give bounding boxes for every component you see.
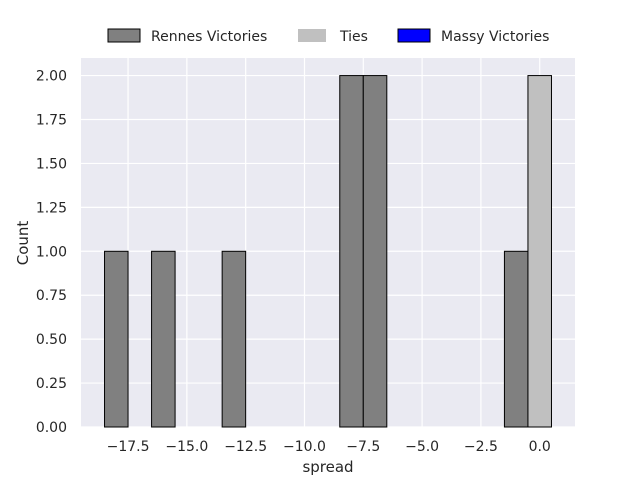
x-tick-label: −5.0 [405, 439, 439, 455]
histogram-bar [104, 250, 129, 428]
x-tick-label: −7.5 [346, 439, 380, 455]
histogram-bar [151, 250, 176, 428]
legend-swatch-ties [298, 29, 326, 42]
legend-label-rennes-victories: Rennes Victories [151, 29, 267, 45]
x-tick-label: −12.5 [224, 439, 267, 455]
x-tick-labels: −17.5 −15.0 −12.5 −10.0 −7.5 −5.0 −2.5 0.0 [107, 439, 551, 455]
y-tick-label: 1.25 [36, 200, 67, 216]
y-tick-label: 0.50 [36, 332, 67, 348]
y-tick-label: 0.00 [36, 420, 67, 436]
x-tick-label: −10.0 [283, 439, 326, 455]
legend-swatch-rennes-victories [107, 28, 141, 43]
legend-label-massy-victories: Massy Victories [441, 29, 549, 45]
y-tick-labels: 0.00 0.25 0.50 0.75 1.00 1.25 1.50 1.75 2.00 [36, 69, 67, 436]
histogram-bar [362, 75, 388, 428]
x-tick-label: 0.0 [529, 439, 551, 455]
histogram-bar [221, 250, 247, 428]
bars [104, 75, 552, 428]
legend-label-ties: Ties [339, 29, 368, 45]
x-tick-label: −2.5 [464, 439, 498, 455]
y-tick-label: 1.00 [36, 244, 67, 260]
y-axis-title: Count [14, 221, 32, 266]
y-tick-label: 1.75 [36, 113, 67, 129]
x-tick-label: −15.0 [165, 439, 208, 455]
x-axis-title: spread [302, 458, 353, 476]
legend: Rennes Victories Ties Massy Victories [107, 28, 549, 45]
histogram-bar [527, 75, 552, 428]
y-tick-label: 0.75 [36, 288, 67, 304]
y-tick-label: 0.25 [36, 376, 67, 392]
legend-swatch-massy-victories [397, 28, 431, 43]
x-tick-label: −17.5 [107, 439, 150, 455]
histogram-bar [503, 250, 529, 428]
y-tick-label: 2.00 [36, 69, 67, 85]
histogram-bar [339, 75, 364, 428]
y-tick-label: 1.50 [36, 156, 67, 172]
